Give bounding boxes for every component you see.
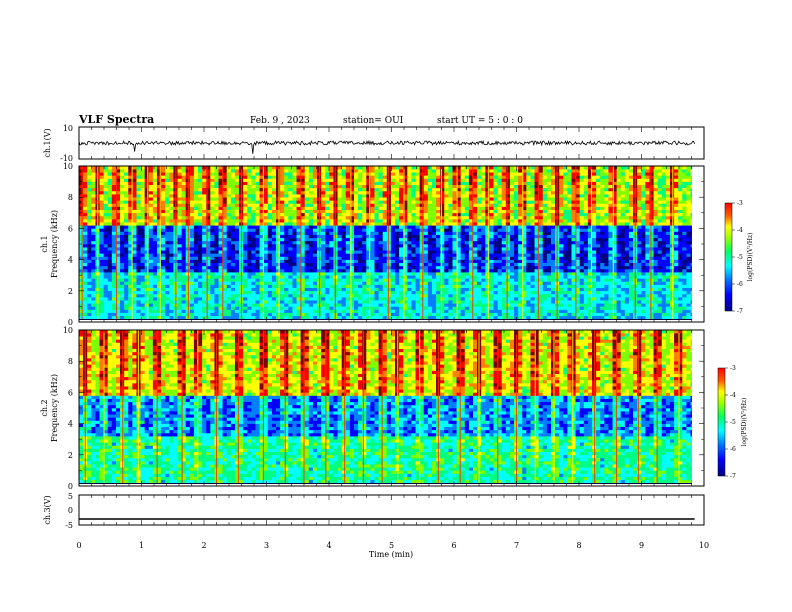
x-tick-label: 6 — [451, 541, 456, 550]
ch1-waveform-ylabel: ch.1(V) — [43, 128, 52, 157]
x-tick-label: 9 — [639, 541, 644, 550]
colorbar-tick-label: -7 — [737, 308, 743, 315]
ch2-colorbar-label: log(PSD)(V²/Hz) — [741, 398, 748, 447]
start-time-label: start UT = 5 : 0 : 0 — [437, 116, 523, 126]
colorbar-tick-label: -4 — [737, 227, 743, 234]
colorbar-tick-label: -3 — [730, 365, 736, 372]
station-label: station= OUI — [343, 116, 404, 126]
colorbar-tick-label: -5 — [730, 419, 736, 426]
ch1-ytick-top: 10 — [63, 124, 73, 133]
spectrogram-ytick-label: 8 — [68, 357, 73, 366]
ch2-colorbar — [717, 367, 726, 477]
x-tick-label: 4 — [326, 541, 331, 550]
ch2-spectrogram-ylabel-channel: ch.2 — [40, 399, 49, 416]
spectrogram-ytick-label: 0 — [68, 482, 73, 491]
ch1-waveform-panel: 10 -10 ch.1(V) — [43, 124, 705, 163]
ch3-waveform-ylabel: ch.3(V) — [43, 495, 52, 524]
spectrogram-ytick-label: 8 — [68, 193, 73, 202]
figure-title: VLF Spectra — [78, 113, 154, 126]
spectrogram-ytick-label: 2 — [68, 451, 73, 460]
x-tick-label: 10 — [699, 541, 709, 550]
spectrogram-ytick-label: 2 — [68, 287, 73, 296]
ch1-colorbar-label: log(PSD)(V²/Hz) — [747, 233, 754, 282]
spectrogram-ytick-label: 0 — [68, 318, 73, 327]
spectrogram-ytick-label: 4 — [68, 256, 73, 265]
spectrogram-ytick-label: 4 — [68, 420, 73, 429]
x-tick-label: 2 — [201, 541, 206, 550]
spectrogram-ytick-label: 10 — [63, 326, 73, 335]
spectrogram-ytick-label: 6 — [68, 388, 73, 397]
colorbar-tick-label: -6 — [730, 446, 736, 453]
colorbar-tick-label: -4 — [730, 392, 736, 399]
spectrogram-ytick-label: 10 — [63, 162, 73, 171]
x-tick-label: 0 — [76, 541, 81, 550]
colorbar-tick-label: -6 — [737, 281, 743, 288]
x-tick-label: 8 — [576, 541, 581, 550]
ch3-ytick-bottom: -5 — [65, 521, 73, 530]
colorbar-tick-label: -7 — [730, 473, 736, 480]
ch3-ytick-mid: 0 — [68, 506, 73, 515]
ch3-ytick-top: 5 — [68, 492, 73, 501]
x-axis-label: Time (min) — [369, 550, 413, 559]
ch2-spectrogram-heatmap — [79, 330, 692, 484]
ch1-spectrogram-heatmap — [79, 166, 692, 320]
colorbar-tick-label: -5 — [737, 254, 743, 261]
ch3-waveform-panel: 0 1 2 3 4 5 6 7 8 9 10 5 0 -5 ch.3(V) Time (min) — [43, 492, 709, 559]
x-tick-label: 3 — [264, 541, 269, 550]
spectrogram-ytick-label: 6 — [68, 224, 73, 233]
date-label: Feb. 9 , 2023 — [250, 116, 310, 126]
ch1-colorbar — [724, 202, 733, 312]
colorbar-tick-label: -3 — [737, 200, 743, 207]
ch1-waveform-trace — [79, 139, 696, 154]
ch1-ytick-bottom: -10 — [60, 154, 73, 163]
ch1-spectrogram-ylabel-channel: ch.1 — [40, 235, 49, 252]
x-tick-label: 5 — [389, 541, 394, 550]
x-tick-label: 7 — [514, 541, 519, 550]
ch1-spectrogram-ylabel-frequency: Frequency (kHz) — [50, 210, 59, 278]
ch2-spectrogram-ylabel-frequency: Frequency (kHz) — [50, 374, 59, 442]
x-tick-label: 1 — [139, 541, 144, 550]
